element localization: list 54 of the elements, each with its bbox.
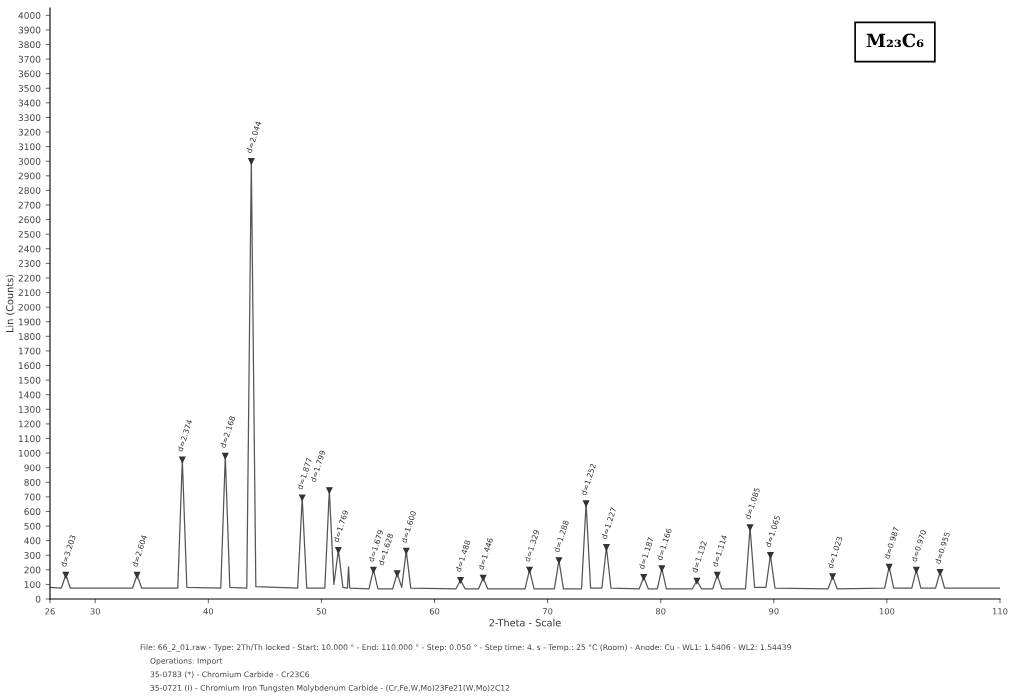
y-tick-label: 2700 (18, 201, 41, 209)
y-tick-label: 3000 (18, 157, 41, 165)
y-tick-label: 3400 (18, 99, 41, 107)
x-tick-label: 30 (90, 608, 100, 615)
y-tick-label: 300 (24, 551, 41, 559)
y-tick-label: 3900 (18, 26, 41, 34)
y-tick-label: 3600 (18, 70, 41, 78)
y-tick-label: 3500 (18, 84, 41, 92)
y-tick-label: 2300 (18, 260, 41, 267)
y-tick-label: 1100 (18, 435, 41, 443)
x-tick-label: 90 (769, 608, 779, 615)
y-tick-label: 1600 (18, 362, 41, 370)
y-tick-label: 100 (24, 581, 41, 588)
y-tick-label: 2400 (18, 245, 41, 253)
y-tick-label: 1700 (18, 347, 41, 355)
x-tick-label: 50 (316, 608, 327, 615)
y-tick-label: 0 (35, 595, 41, 603)
x-tick-label: 110 (992, 608, 1008, 615)
y-axis-title: Lin (Counts) (5, 274, 15, 332)
y-tick-label: 3100 (18, 143, 41, 151)
y-tick-label: 1000 (18, 449, 41, 457)
annotation: M₂₃C₆ (866, 33, 924, 48)
y-tick-label: 800 (24, 478, 41, 486)
y-tick-label: 2600 (18, 216, 41, 224)
x-tick-label: 60 (429, 608, 440, 615)
y-tick-label: 400 (24, 537, 41, 545)
y-tick-label: 2900 (18, 172, 41, 180)
y-tick-label: 1900 (18, 318, 41, 326)
y-tick-label: 2500 (18, 230, 41, 238)
x-tick-label: 70 (543, 608, 553, 615)
y-tick-label: 1400 (18, 391, 41, 399)
y-tick-label: 3800 (18, 41, 41, 49)
y-tick-label: 3200 (18, 128, 41, 136)
x-tick-label: 100 (879, 608, 895, 615)
x-tick-label: 80 (655, 608, 666, 615)
x-axis-title: 2-Theta - Scale (489, 618, 561, 627)
y-tick-label: 2000 (18, 303, 41, 311)
y-tick-label: 1800 (18, 333, 41, 340)
x-tick-label: 26 (45, 608, 55, 615)
y-tick-label: 2800 (18, 187, 41, 194)
y-tick-label: 200 (24, 566, 41, 574)
y-tick-label: 1500 (18, 376, 41, 384)
y-tick-label: 500 (24, 522, 41, 530)
y-tick-label: 900 (24, 464, 41, 472)
y-tick-label: 1300 (18, 406, 41, 413)
y-tick-label: 3700 (18, 55, 41, 63)
y-tick-label: 600 (24, 508, 41, 515)
y-tick-label: 2200 (18, 274, 41, 282)
x-tick-label: 40 (203, 608, 214, 615)
y-tick-label: 3300 (18, 114, 41, 121)
y-tick-label: 4000 (18, 12, 41, 19)
y-tick-label: 2100 (18, 289, 41, 297)
y-tick-label: 700 (24, 493, 41, 501)
y-tick-label: 1200 (18, 420, 41, 428)
